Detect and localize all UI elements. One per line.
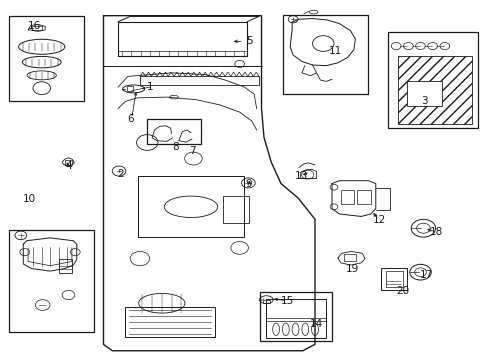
Bar xyxy=(266,299,325,338)
Bar xyxy=(126,86,132,91)
Text: 12: 12 xyxy=(372,215,386,225)
Bar xyxy=(397,56,470,123)
Bar xyxy=(385,271,402,287)
Text: 7: 7 xyxy=(188,146,195,156)
Bar xyxy=(118,22,246,56)
Bar xyxy=(137,176,244,237)
Bar xyxy=(344,253,356,261)
Bar xyxy=(407,81,442,106)
Text: 15: 15 xyxy=(280,296,293,306)
Bar xyxy=(9,230,94,332)
Bar xyxy=(283,15,368,94)
Text: 4: 4 xyxy=(65,161,72,171)
Text: 17: 17 xyxy=(419,270,432,280)
Text: 8: 8 xyxy=(172,142,179,152)
Text: 18: 18 xyxy=(429,227,442,237)
Bar xyxy=(263,300,269,303)
Text: 14: 14 xyxy=(309,319,323,329)
Bar xyxy=(387,32,477,128)
Bar xyxy=(380,268,407,290)
Text: 5: 5 xyxy=(245,36,252,46)
Text: 19: 19 xyxy=(345,264,358,274)
Text: 16: 16 xyxy=(28,21,41,31)
Bar xyxy=(125,307,215,337)
Text: 1: 1 xyxy=(146,82,153,92)
Bar xyxy=(64,160,72,165)
Bar xyxy=(340,190,354,204)
Bar xyxy=(260,292,331,342)
Bar xyxy=(222,196,249,223)
Text: 9: 9 xyxy=(244,179,251,189)
Bar xyxy=(32,26,41,30)
Bar xyxy=(59,258,72,273)
Bar xyxy=(147,119,201,144)
Text: 10: 10 xyxy=(23,194,36,203)
Text: 11: 11 xyxy=(328,46,342,56)
Bar xyxy=(140,76,259,85)
Text: 6: 6 xyxy=(127,113,133,123)
Text: 20: 20 xyxy=(395,287,408,296)
Text: 13: 13 xyxy=(295,171,308,181)
Bar xyxy=(357,190,370,204)
Text: 2: 2 xyxy=(117,168,123,179)
Bar xyxy=(9,16,84,102)
Text: 3: 3 xyxy=(420,96,427,107)
